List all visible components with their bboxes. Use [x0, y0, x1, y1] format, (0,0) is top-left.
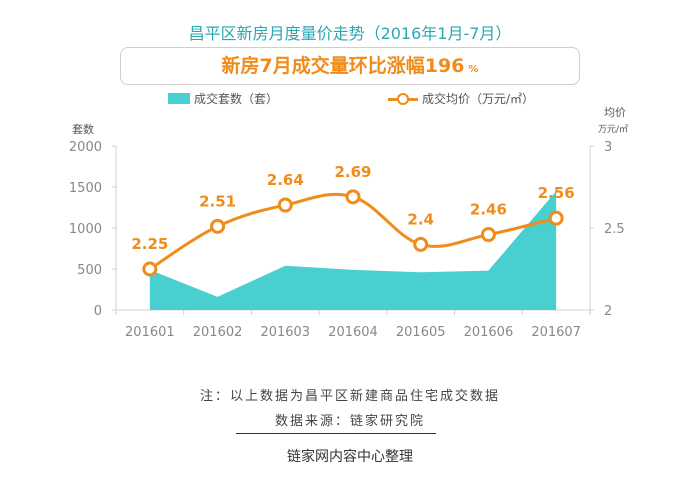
right-tick-label: 3 [604, 140, 612, 155]
avg-price-point [413, 236, 429, 252]
legend-area-swatch [168, 93, 190, 104]
headline-box: 新房7月成交量环比涨幅196% [120, 47, 580, 85]
avg-price-data-label: 2.69 [334, 163, 371, 181]
avg-price-data-label: 2.56 [538, 184, 575, 202]
avg-price-point [548, 210, 564, 226]
left-tick-label: 0 [94, 304, 102, 319]
avg-price-data-label: 2.64 [267, 171, 304, 189]
avg-price-point [210, 218, 226, 234]
divider [236, 433, 436, 434]
legend-line: 成交均价（万元/㎡） [388, 90, 534, 107]
headline-unit: % [468, 64, 479, 75]
area-series-units-sold [149, 191, 557, 310]
left-tick-label: 500 [77, 263, 102, 278]
avg-price-point [277, 197, 293, 213]
left-tick-label: 2000 [69, 140, 102, 155]
data-source: 数据来源：链家研究院 [274, 414, 425, 429]
left-tick-label: 1500 [69, 181, 102, 196]
x-tick-label: 201606 [464, 325, 514, 340]
avg-price-data-label: 2.4 [407, 210, 434, 228]
headline-text: 新房7月成交量环比涨幅196 [221, 55, 465, 77]
x-tick-label: 201601 [125, 325, 175, 340]
x-tick-label: 201602 [193, 325, 243, 340]
avg-price-data-label: 2.51 [199, 192, 236, 210]
x-tick-label: 201607 [531, 325, 581, 340]
legend-line-label: 成交均价（万元/㎡） [422, 92, 535, 106]
left-axis-title: 套数 [72, 123, 94, 136]
avg-price-point [480, 227, 496, 243]
credit: 链家网内容中心整理 [287, 449, 413, 465]
legend-line-swatch [388, 92, 418, 106]
footnote: 注：以上数据为昌平区新建商品住宅成交数据 [199, 389, 500, 404]
legend-area: 成交套数（套） [168, 90, 278, 107]
x-tick-label: 201605 [396, 325, 446, 340]
x-tick-label: 201604 [328, 325, 378, 340]
avg-price-point [345, 189, 361, 205]
avg-price-point [142, 261, 158, 277]
right-tick-label: 2.5 [604, 222, 625, 237]
right-tick-label: 2 [604, 304, 612, 319]
avg-price-data-label: 2.25 [131, 235, 168, 253]
chart-title: 昌平区新房月度量价走势（2016年1月-7月） [188, 24, 512, 43]
x-tick-label: 201603 [260, 325, 310, 340]
legend-area-label: 成交套数（套） [194, 92, 279, 106]
left-tick-label: 1000 [69, 222, 102, 237]
right-axis-unit: 万元/㎡ [598, 125, 629, 135]
right-axis-title: 均价 [604, 106, 626, 119]
avg-price-data-label: 2.46 [470, 201, 507, 219]
